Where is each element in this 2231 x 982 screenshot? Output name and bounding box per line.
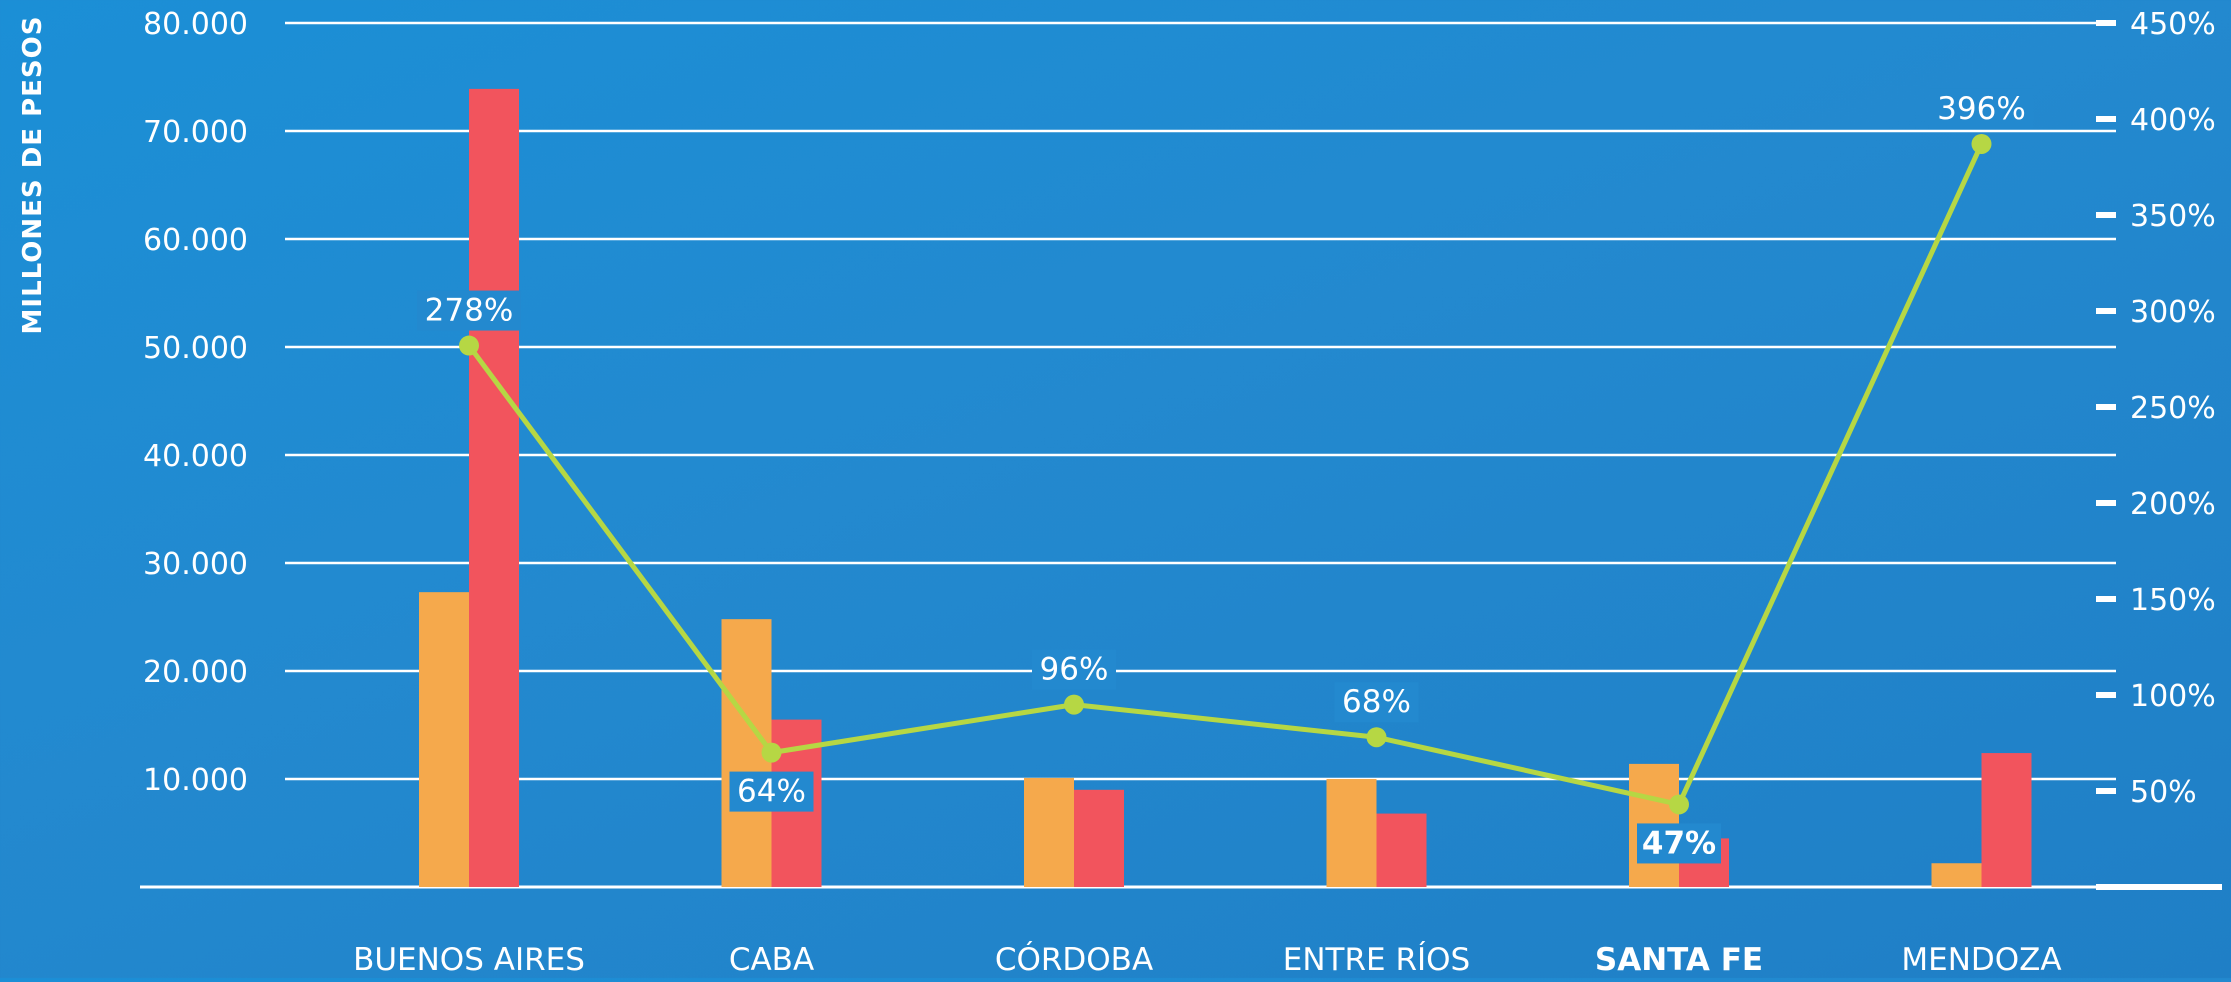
y2-tick-label: 350% (2130, 199, 2216, 234)
y-tick-label: 20.000 (143, 655, 248, 690)
bar-orange-5 (1931, 863, 1982, 887)
percent-label-bg (417, 290, 521, 331)
y2-tick-mark (2096, 212, 2116, 218)
category-label: ENTRE RÍOS (1283, 942, 1470, 978)
y2-tick-mark (2096, 308, 2116, 314)
y-tick-label: 70.000 (143, 115, 248, 150)
percent-line (459, 133, 1992, 815)
y2-tick-mark (2096, 788, 2116, 794)
category-label: SANTA FE (1595, 942, 1763, 978)
percent-point-2 (1064, 694, 1084, 715)
grid-lines (140, 20, 2222, 890)
percent-point-1 (761, 742, 782, 763)
y2-tick-label: 150% (2130, 583, 2216, 618)
bar-orange-0 (419, 592, 469, 887)
y-tick-label: 40.000 (143, 439, 248, 474)
y-tick-label: 60.000 (143, 223, 248, 258)
bar-orange-2 (1024, 777, 1074, 887)
y2-tick-label: 200% (2130, 487, 2216, 522)
category-label: BUENOS AIRES (353, 942, 585, 978)
percent-label-bg (1637, 823, 1721, 864)
y2-tick-label: 450% (2130, 7, 2216, 42)
percent-label-bg (729, 771, 814, 812)
y2-tick-mark (2096, 404, 2116, 410)
percent-label: 96% (1040, 652, 1109, 688)
percent-label: 396% (1937, 91, 2026, 127)
category-label: MENDOZA (1901, 942, 2061, 978)
percent-label-bg (1032, 649, 1116, 690)
percent-point-4 (1669, 794, 1689, 815)
y2-tick-label: 100% (2130, 679, 2216, 714)
y2-tick-label: 400% (2130, 103, 2216, 138)
y-tick-label: 50.000 (143, 331, 248, 366)
percent-label: 64% (737, 774, 806, 810)
y-axis-label: MILLONES DE PESOS (18, 16, 48, 335)
y-tick-label: 80.000 (143, 7, 248, 42)
y2-tick-mark (2096, 500, 2116, 506)
y2-tick-label: 250% (2130, 391, 2216, 426)
bar-red-3 (1376, 813, 1427, 887)
y2-tick-label: 300% (2130, 295, 2216, 330)
labels: 10.000 20.000 30.000 40.000 50.000 60.000 70.0… (143, 7, 2216, 978)
y2-tick-label: 50% (2130, 775, 2197, 810)
category-label: CÓRDOBA (995, 941, 1153, 978)
y2-tick-mark (2096, 692, 2116, 698)
percent-point-5 (1971, 133, 1992, 154)
percent-point-0 (459, 335, 479, 356)
bar-red-5 (1981, 753, 2032, 887)
percent-label-bg (1334, 682, 1419, 723)
bar-red-2 (1074, 789, 1124, 887)
percent-label: 47% (1642, 825, 1716, 861)
percent-label: 68% (1342, 684, 1411, 720)
category-label: CABA (729, 942, 814, 978)
percent-label-bg (1929, 88, 2034, 129)
y2-tick-mark (2096, 20, 2116, 26)
y2-tick-mark (2096, 116, 2116, 122)
y-tick-label: 30.000 (143, 547, 248, 582)
bar-red-0 (469, 88, 519, 887)
y-tick-label: 10.000 (143, 763, 248, 798)
bar-orange-3 (1326, 779, 1377, 887)
percent-series-line (466, 142, 1984, 807)
percent-point-3 (1366, 727, 1387, 748)
percent-label: 278% (425, 293, 514, 329)
y2-tick-mark (2096, 596, 2116, 602)
bars (419, 88, 2032, 887)
